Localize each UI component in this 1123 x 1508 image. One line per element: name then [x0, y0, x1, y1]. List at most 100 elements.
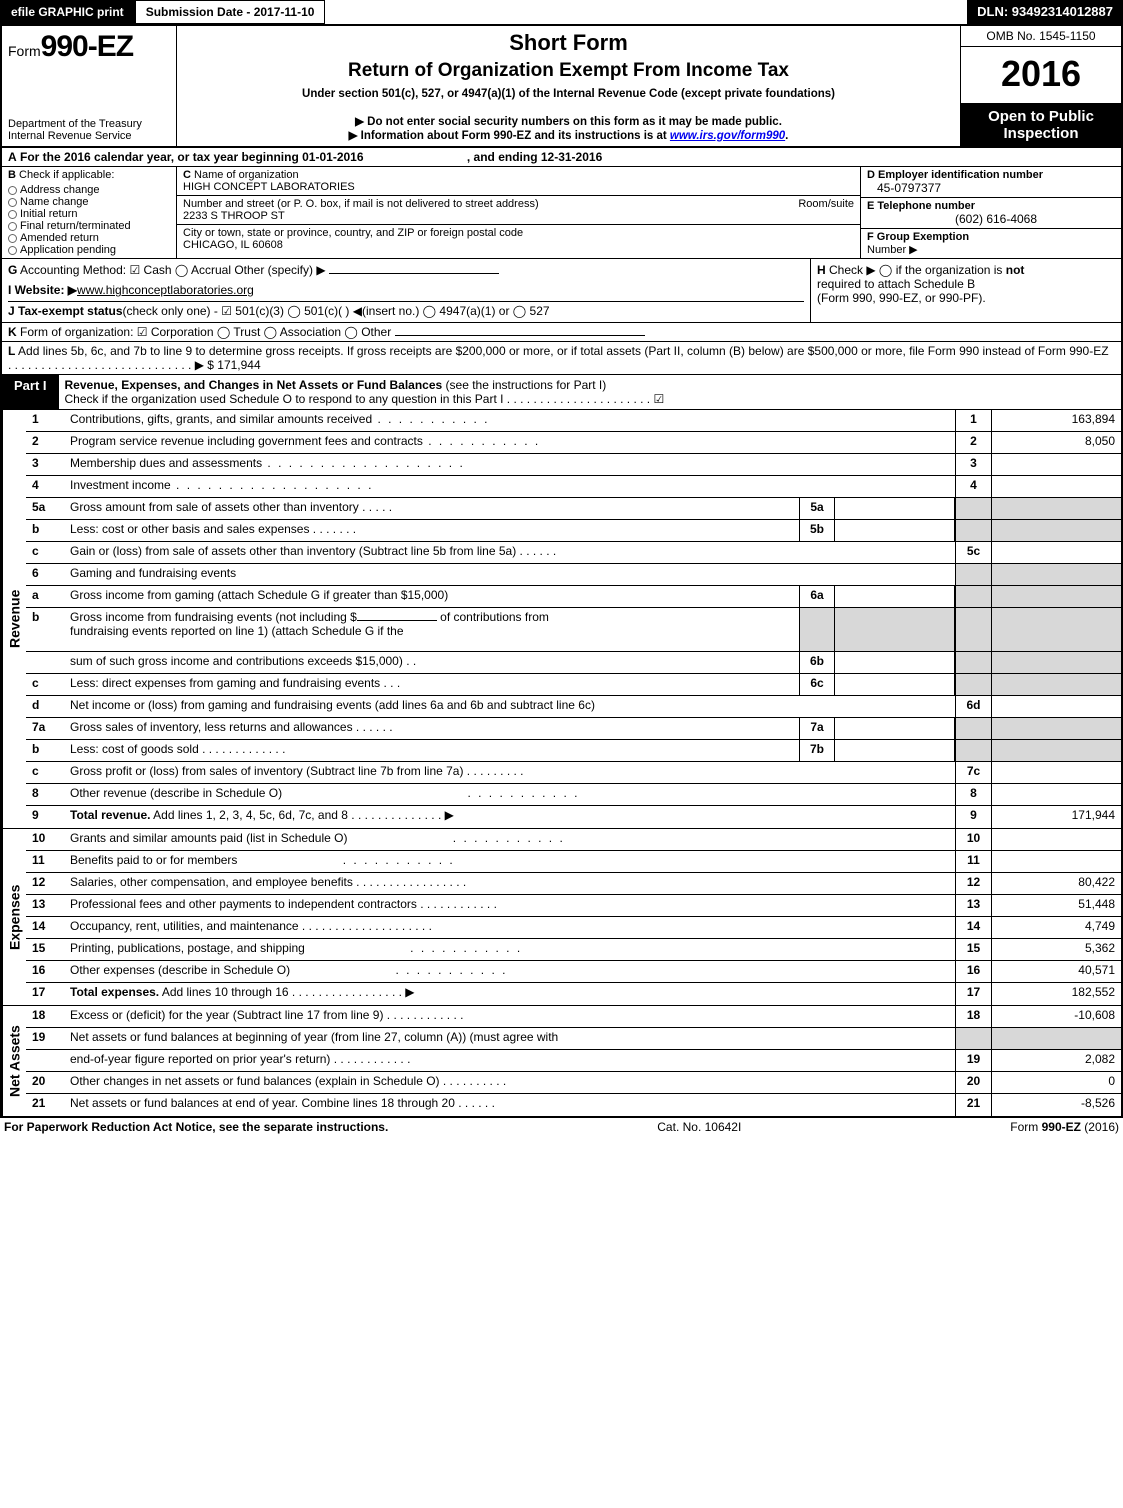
org-address: 2233 S THROOP ST [183, 210, 285, 222]
line-15-desc: Printing, publications, postage, and shi… [66, 939, 955, 960]
row-k: K Form of organization: ☑ Corporation ◯ … [2, 323, 1121, 342]
submission-date: Submission Date - 2017-11-10 [135, 0, 326, 24]
org-name: HIGH CONCEPT LABORATORIES [183, 181, 355, 193]
d-ein-cell: D Employer identification number 45-0797… [861, 167, 1121, 198]
line-5c-value [991, 542, 1121, 563]
line-6b-desc: Gross income from fundraising events (no… [66, 608, 799, 651]
line-16-desc: Other expenses (describe in Schedule O) [66, 961, 955, 982]
line-10-desc: Grants and similar amounts paid (list in… [66, 829, 955, 850]
opt-name-change[interactable]: Name change [8, 196, 170, 208]
line-1-value: 163,894 [991, 410, 1121, 431]
line-5c-desc: Gain or (loss) from sale of assets other… [66, 542, 955, 563]
line-6b-desc2: sum of such gross income and contributio… [66, 652, 799, 673]
dln-label: DLN: 93492314012887 [967, 0, 1123, 24]
header-left: Form990-EZ Department of the Treasury In… [2, 26, 177, 146]
line-7a-desc: Gross sales of inventory, less returns a… [66, 718, 799, 739]
expenses-label: Expenses [2, 829, 26, 1005]
open-to-public: Open to Public Inspection [961, 104, 1121, 146]
line-9-desc: Total revenue. Add lines 1, 2, 3, 4, 5c,… [66, 806, 955, 828]
col-c: C Name of organization HIGH CONCEPT LABO… [177, 167, 861, 258]
tax-exempt-status: J Tax-exempt status(check only one) - ☑ … [8, 301, 804, 318]
return-title: Return of Organization Exempt From Incom… [183, 60, 954, 82]
c-address-cell: Number and street (or P. O. box, if mail… [177, 196, 860, 225]
website-value[interactable]: www.highconceptlaboratories.org [77, 283, 254, 297]
top-bar: efile GRAPHIC print Submission Date - 20… [0, 0, 1123, 24]
opt-address-change[interactable]: Address change [8, 184, 170, 196]
form-header: Form990-EZ Department of the Treasury In… [2, 26, 1121, 148]
revenue-label: Revenue [2, 410, 26, 828]
row-gh: G Accounting Method: ☑ Cash ◯ Accrual Ot… [2, 259, 1121, 323]
info-about-pre: ▶ Information about Form 990-EZ and its … [349, 130, 670, 142]
website-line: I Website: ▶www.highconceptlaboratories.… [8, 283, 804, 297]
line-2-desc: Program service revenue including govern… [66, 432, 955, 453]
efile-button[interactable]: efile GRAPHIC print [0, 0, 135, 24]
phone-value: (602) 616-4068 [867, 212, 1115, 226]
part-1-label: Part I [2, 375, 59, 409]
ein-value: 45-0797377 [867, 181, 1115, 195]
form-prefix: Form [8, 43, 41, 59]
treasury-dept: Department of the Treasury Internal Reve… [8, 118, 170, 142]
line-6d-value [991, 696, 1121, 717]
line-17-value: 182,552 [991, 983, 1121, 1005]
line-8-value [991, 784, 1121, 805]
col-g: G Accounting Method: ☑ Cash ◯ Accrual Ot… [2, 259, 811, 322]
line-20-value: 0 [991, 1072, 1121, 1093]
line-14-desc: Occupancy, rent, utilities, and maintena… [66, 917, 955, 938]
row-a-label: A [8, 150, 17, 164]
part-1-title: Revenue, Expenses, and Changes in Net As… [59, 375, 1121, 409]
short-form-title: Short Form [183, 30, 954, 56]
opt-initial-return[interactable]: Initial return [8, 208, 170, 220]
line-6a-desc: Gross income from gaming (attach Schedul… [66, 586, 799, 607]
opt-application-pending[interactable]: Application pending [8, 244, 170, 256]
opt-final-return[interactable]: Final return/terminated [8, 220, 170, 232]
info-about-link[interactable]: www.irs.gov/form990 [670, 130, 785, 142]
header-center: Short Form Return of Organization Exempt… [177, 26, 961, 146]
line-7b-desc: Less: cost of goods sold . . . . . . . .… [66, 740, 799, 761]
line-2-value: 8,050 [991, 432, 1121, 453]
line-3-value [991, 454, 1121, 475]
e-phone-cell: E Telephone number (602) 616-4068 [861, 198, 1121, 229]
line-11-value [991, 851, 1121, 872]
f-group-cell: F Group Exemption Number ▶ [861, 229, 1121, 258]
line-18-value: -10,608 [991, 1006, 1121, 1027]
line-13-desc: Professional fees and other payments to … [66, 895, 955, 916]
footer: For Paperwork Reduction Act Notice, see … [0, 1118, 1123, 1136]
line-19-value: 2,082 [991, 1050, 1121, 1071]
line-3-desc: Membership dues and assessments [66, 454, 955, 475]
tax-year: 2016 [961, 47, 1121, 104]
line-4-value [991, 476, 1121, 497]
footer-center: Cat. No. 10642I [657, 1120, 741, 1134]
room-suite-label: Room/suite [798, 198, 854, 210]
line-12-value: 80,422 [991, 873, 1121, 894]
dept-line2: Internal Revenue Service [8, 130, 170, 142]
line-10-value [991, 829, 1121, 850]
form-number: 990-EZ [41, 30, 133, 63]
line-12-desc: Salaries, other compensation, and employ… [66, 873, 955, 894]
footer-left: For Paperwork Reduction Act Notice, see … [4, 1120, 388, 1134]
row-a-tax-year: A For the 2016 calendar year, or tax yea… [2, 148, 1121, 167]
under-section: Under section 501(c), 527, or 4947(a)(1)… [183, 88, 954, 100]
row-a-text: For the 2016 calendar year, or tax year … [20, 150, 364, 164]
net-assets-label: Net Assets [2, 1006, 26, 1116]
line-19-desc1: Net assets or fund balances at beginning… [66, 1028, 955, 1049]
line-15-value: 5,362 [991, 939, 1121, 960]
line-4-desc: Investment income [66, 476, 955, 497]
line-8-desc: Other revenue (describe in Schedule O) [66, 784, 955, 805]
check-if-applicable: B Check if applicable: [8, 169, 170, 181]
org-city: CHICAGO, IL 60608 [183, 239, 283, 251]
line-17-desc: Total expenses. Add lines 10 through 16 … [66, 983, 955, 1005]
part-1-header: Part I Revenue, Expenses, and Changes in… [2, 375, 1121, 410]
c-name-cell: C Name of organization HIGH CONCEPT LABO… [177, 167, 860, 196]
line-7c-desc: Gross profit or (loss) from sales of inv… [66, 762, 955, 783]
opt-amended-return[interactable]: Amended return [8, 232, 170, 244]
line-6c-desc: Less: direct expenses from gaming and fu… [66, 674, 799, 695]
info-about: ▶ Information about Form 990-EZ and its … [183, 128, 954, 142]
form-container: Form990-EZ Department of the Treasury In… [0, 24, 1123, 1118]
footer-right: Form 990-EZ (2016) [1010, 1120, 1119, 1134]
revenue-section: Revenue 1Contributions, gifts, grants, a… [2, 410, 1121, 829]
line-16-value: 40,571 [991, 961, 1121, 982]
line-14-value: 4,749 [991, 917, 1121, 938]
dept-line1: Department of the Treasury [8, 118, 170, 130]
line-21-value: -8,526 [991, 1094, 1121, 1116]
line-21-desc: Net assets or fund balances at end of ye… [66, 1094, 955, 1116]
